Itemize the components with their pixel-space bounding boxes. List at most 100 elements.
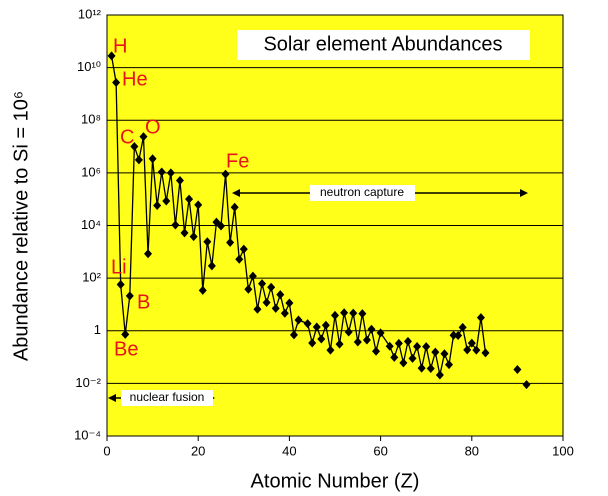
marker [139,132,148,142]
element-label: H [113,35,127,57]
marker [230,202,239,212]
marker [431,347,440,357]
marker [144,249,153,259]
marker [317,334,326,344]
y-tick-label: 10¹² [78,6,102,21]
marker [303,319,312,329]
marker [358,309,367,319]
marker [244,284,253,294]
marker [198,285,207,295]
marker [399,358,408,368]
marker [107,51,116,61]
marker [239,244,248,254]
marker [403,336,412,346]
title-box [237,30,530,60]
marker [125,291,134,301]
marker [476,313,485,323]
marker [321,320,330,330]
marker [472,345,481,355]
marker [331,310,339,320]
marker [312,322,321,332]
annotation-label: neutron capture [320,185,404,199]
marker [185,194,194,204]
marker [248,271,257,281]
marker [362,335,371,345]
x-tick-label: 100 [552,443,574,458]
x-tick-label: 20 [191,443,205,458]
element-label: He [122,68,148,90]
marker [153,201,162,211]
marker [203,237,212,247]
marker [454,330,463,340]
label-box [121,390,213,406]
element-label: Be [114,338,138,360]
marker [367,324,376,334]
marker [130,141,139,151]
marker [121,329,130,339]
marker [458,322,467,332]
marker [253,304,262,314]
marker [449,330,458,340]
y-axis-title: Abundance relative to Si = 10⁶ [10,91,32,361]
marker [445,360,453,370]
marker [217,221,225,231]
y-tick-label: 10⁶ [81,164,101,179]
marker [426,364,435,374]
marker [467,338,476,348]
y-tick-label: 10¹⁰ [77,59,101,74]
marker [207,261,216,271]
y-tick-label: 10⁴ [81,217,101,232]
marker [422,342,431,352]
marker [262,298,271,308]
marker [171,220,180,230]
marker [481,348,490,358]
marker [417,363,426,373]
x-tick-label: 60 [373,443,387,458]
marker [440,349,449,359]
marker [194,200,203,210]
marker [116,280,125,290]
marker [221,169,230,179]
y-tick-label: 10² [82,270,101,285]
y-tick-label: 10⁸ [81,112,101,127]
marker [271,303,280,313]
marker [134,155,143,165]
marker [162,196,171,206]
marker [285,298,294,308]
label-box [310,185,415,201]
marker [175,175,184,185]
marker [522,380,531,390]
x-tick-label: 80 [465,443,479,458]
marker [180,228,189,238]
y-tick-label: 10⁻⁴ [74,427,101,442]
marker [385,341,394,351]
marker [280,308,289,318]
marker [394,338,403,348]
marker [372,346,381,356]
element-label: Fe [226,150,249,172]
marker [308,338,317,348]
marker [349,308,358,318]
marker [212,217,221,227]
marker [289,330,298,340]
element-label: Li [111,256,127,278]
marker [226,238,235,248]
x-axis-title: Atomic Number (Z) [251,470,420,492]
marker [340,308,349,318]
marker [235,254,244,264]
marker [435,370,444,380]
element-label: O [145,116,161,138]
marker [413,342,422,352]
marker [390,352,399,362]
marker [258,279,267,289]
marker [276,290,285,300]
marker [344,327,353,337]
marker [148,154,157,164]
element-label: B [137,291,150,313]
marker [189,232,198,242]
marker [326,345,335,355]
element-label: C [120,126,134,148]
marker [294,315,303,325]
marker [157,167,166,177]
